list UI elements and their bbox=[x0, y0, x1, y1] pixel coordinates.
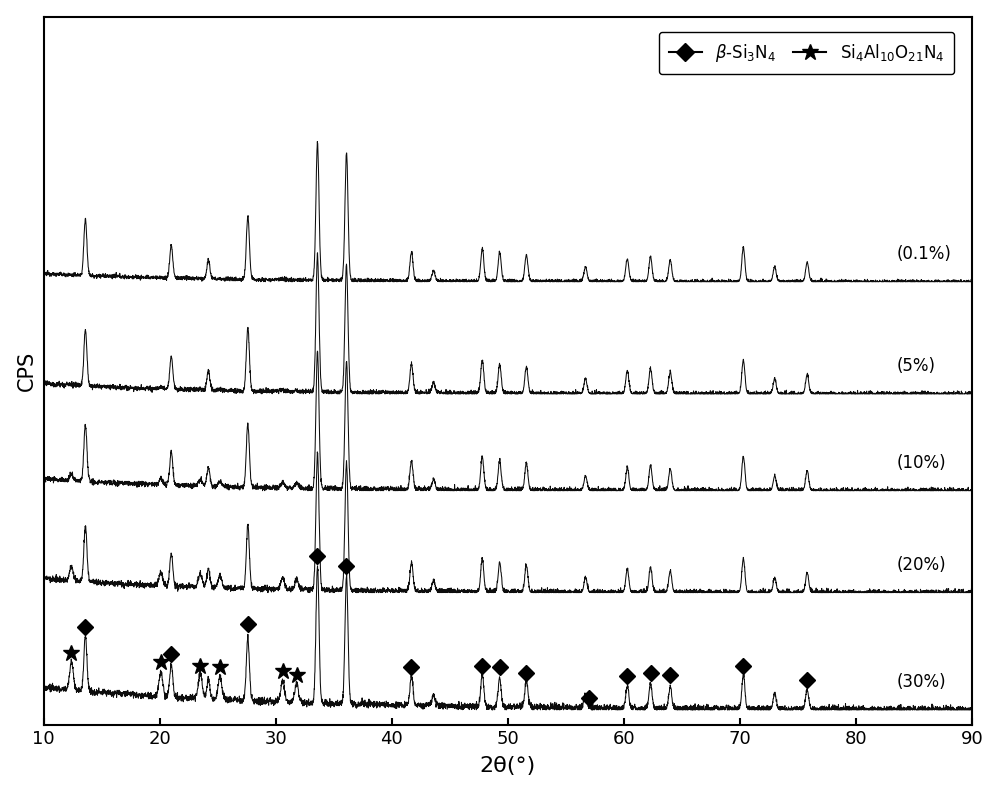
Legend: $\beta$-Si$_3$N$_4$, Si$_4$Al$_{10}$O$_{21}$N$_4$: $\beta$-Si$_3$N$_4$, Si$_4$Al$_{10}$O$_{… bbox=[659, 32, 954, 74]
Text: (5%): (5%) bbox=[897, 358, 936, 376]
X-axis label: 2θ(°): 2θ(°) bbox=[480, 757, 536, 776]
Text: (0.1%): (0.1%) bbox=[897, 245, 951, 263]
Text: (20%): (20%) bbox=[897, 556, 946, 574]
Y-axis label: CPS: CPS bbox=[17, 351, 37, 391]
Text: (10%): (10%) bbox=[897, 454, 946, 473]
Text: (30%): (30%) bbox=[897, 673, 946, 691]
